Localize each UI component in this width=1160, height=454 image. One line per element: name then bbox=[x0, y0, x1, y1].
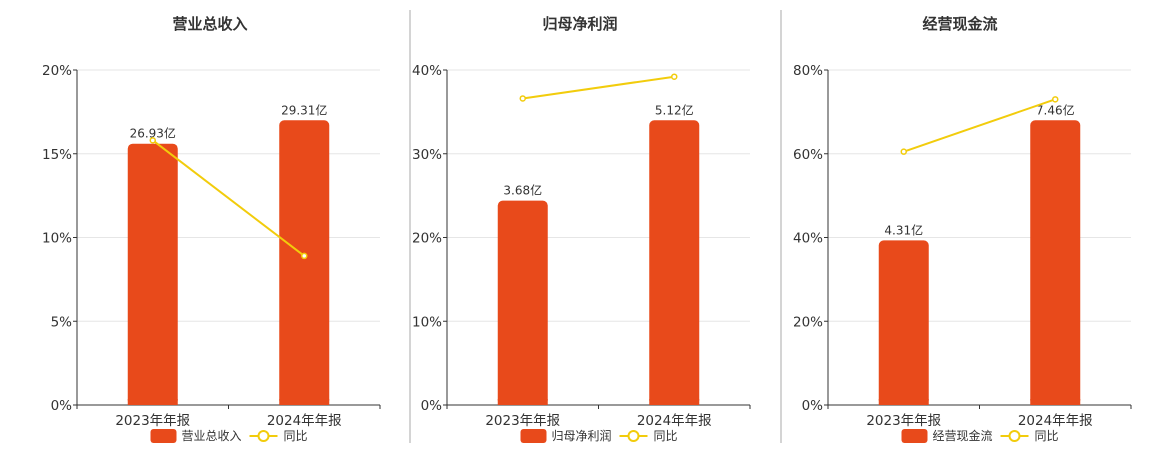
chart-1-y-tick-label: 0% bbox=[51, 398, 73, 414]
chart-2-y-tick-label: 30% bbox=[412, 147, 442, 163]
chart-1-bar-data-label: 26.93亿 bbox=[130, 126, 176, 141]
chart-1-yoy-line bbox=[152, 139, 305, 257]
chart-3-bar-base bbox=[1030, 399, 1081, 405]
chart-3-title: 经营现金流 bbox=[922, 15, 997, 33]
chart-3-bar-base bbox=[878, 399, 929, 405]
chart-1-bar-base bbox=[279, 399, 330, 405]
chart-2-y-tick-label: 20% bbox=[412, 231, 442, 247]
chart-3-bar-data-label: 4.31亿 bbox=[884, 222, 923, 237]
chart-3-yoy-point bbox=[900, 148, 907, 155]
chart-3-legend-line-marker bbox=[1008, 430, 1021, 442]
chart-2-x-tick-label: 2023年年报 bbox=[485, 413, 560, 429]
chart-1-bar bbox=[279, 120, 330, 405]
chart-2-bar-base bbox=[497, 399, 548, 405]
chart-1-bar bbox=[127, 143, 178, 405]
chart-1-legend-line-label: 同比 bbox=[284, 429, 308, 443]
chart-3-x-tick-label: 2023年年报 bbox=[866, 413, 941, 429]
chart-2-legend-bar-label: 归母净利润 bbox=[552, 429, 612, 443]
chart-2-y-tick-label: 0% bbox=[421, 398, 443, 414]
chart-1-x-tick-label: 2024年年报 bbox=[267, 413, 342, 429]
chart-2-y-tick-label: 10% bbox=[412, 314, 442, 330]
chart-2-legend-bar-swatch bbox=[520, 429, 547, 443]
chart-1-bar-base bbox=[127, 399, 178, 405]
chart-2-yoy-point bbox=[519, 95, 526, 102]
chart-2-bar bbox=[497, 200, 548, 405]
chart-2-bar-base bbox=[649, 399, 700, 405]
chart-1-bar-data-label: 29.31亿 bbox=[281, 102, 327, 117]
chart-2-bar-data-label: 3.68亿 bbox=[503, 183, 542, 198]
chart-3-bar bbox=[878, 240, 929, 405]
chart-2-yoy-point bbox=[671, 73, 678, 80]
chart-1-y-tick-label: 20% bbox=[42, 63, 72, 79]
chart-3-legend-bar-label: 经营现金流 bbox=[933, 428, 993, 443]
chart-3-y-tick-label: 40% bbox=[793, 231, 823, 247]
chart-3-y-tick-label: 60% bbox=[793, 147, 823, 163]
chart-3-yoy-point bbox=[1052, 96, 1059, 103]
chart-3-legend-bar-swatch bbox=[901, 429, 928, 443]
chart-2-legend-line-label: 同比 bbox=[654, 429, 678, 443]
chart-2-y-tick-label: 40% bbox=[412, 63, 442, 79]
chart-1-y-tick-label: 5% bbox=[51, 314, 73, 330]
chart-1-yoy-point bbox=[301, 252, 308, 260]
chart-1-x-tick-label: 2023年年报 bbox=[115, 413, 190, 429]
chart-3-x-tick-label: 2024年年报 bbox=[1018, 413, 1093, 429]
chart-3-yoy-line bbox=[903, 98, 1056, 153]
chart-3-bar bbox=[1030, 120, 1081, 405]
chart-1-y-tick-label: 10% bbox=[42, 231, 72, 247]
chart-2-title: 归母净利润 bbox=[542, 15, 617, 33]
chart-3-bar-data-label: 7.46亿 bbox=[1036, 102, 1075, 117]
chart-1-yoy-point bbox=[149, 137, 156, 144]
chart-2-legend-line-marker bbox=[627, 430, 640, 442]
chart-2-bar-data-label: 5.12亿 bbox=[655, 102, 694, 117]
chart-3-y-tick-label: 80% bbox=[793, 63, 823, 79]
chart-3-y-tick-label: 20% bbox=[793, 314, 823, 330]
chart-2-yoy-line bbox=[522, 75, 675, 100]
chart-2-bar bbox=[649, 120, 700, 405]
chart-1-title: 营业总收入 bbox=[172, 15, 247, 33]
chart-3-y-tick-label: 0% bbox=[802, 398, 824, 414]
chart-3-legend-line-label: 同比 bbox=[1035, 429, 1059, 443]
chart-1-y-tick-label: 15% bbox=[42, 147, 72, 163]
chart-1-legend-line-marker bbox=[257, 430, 270, 442]
chart-2-x-tick-label: 2024年年报 bbox=[637, 413, 712, 429]
chart-1-legend-bar-swatch bbox=[150, 429, 177, 443]
chart-1-legend-bar-label: 营业总收入 bbox=[182, 429, 242, 443]
